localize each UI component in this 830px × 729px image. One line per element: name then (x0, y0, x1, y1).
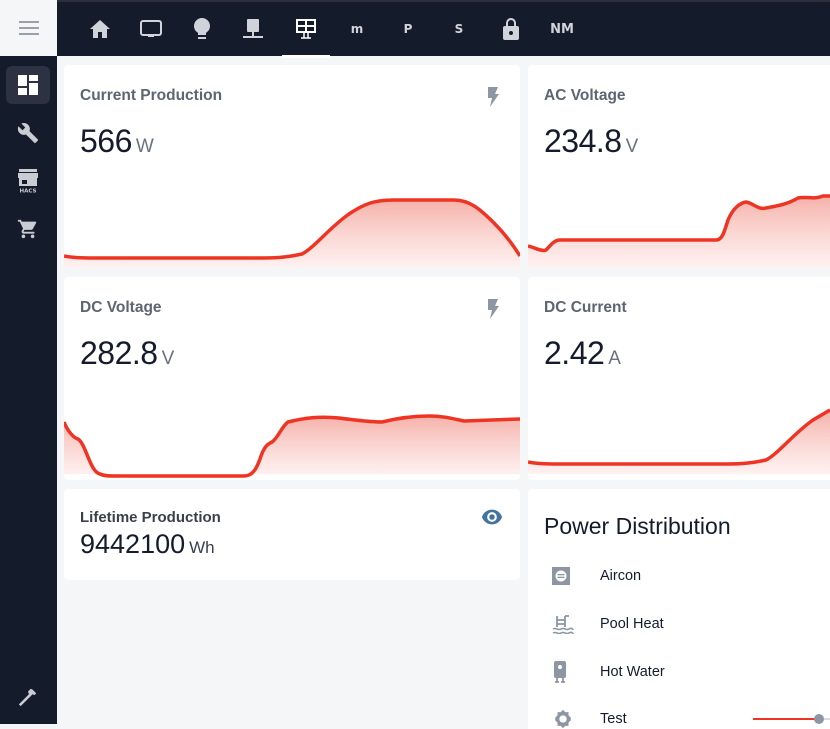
card-title: Lifetime Production (80, 509, 221, 526)
graph-fill (64, 200, 520, 268)
tab-m[interactable]: m (333, 2, 381, 56)
card-power-distribution: Power Distribution Aircon Pool Heat Hot … (528, 489, 830, 729)
slider-track-fill (753, 718, 819, 720)
entity-row-hot-water[interactable]: Hot Water (544, 657, 830, 687)
tab-s-label: S (454, 22, 464, 36)
water-boiler-icon (544, 661, 584, 683)
tab-security[interactable] (487, 2, 535, 56)
entity-row-aircon[interactable]: Aircon (544, 561, 830, 591)
value-unit: W (135, 136, 154, 157)
value-number: 282.8 (80, 335, 158, 371)
sidebar-item-hacs[interactable]: HACS (6, 162, 50, 200)
test-slider[interactable] (753, 714, 830, 724)
tab-network[interactable] (229, 2, 277, 56)
cart-icon (17, 219, 37, 239)
flash-icon (486, 87, 500, 112)
tab-m-label: m (350, 22, 364, 36)
tab-lights[interactable] (178, 2, 226, 56)
card-lifetime-production[interactable]: Lifetime Production 9442100 Wh (64, 489, 520, 580)
entity-name: Hot Water (600, 664, 665, 680)
graph-line (528, 194, 830, 253)
flash-icon (486, 299, 500, 324)
value: 9442100 Wh (80, 529, 215, 560)
sidebar-item-developer-tools[interactable] (6, 678, 50, 716)
menu-button[interactable] (0, 0, 57, 56)
hammer-icon (18, 688, 37, 707)
history-graph (528, 194, 830, 268)
lightbulb-icon (194, 18, 210, 39)
dashboard-icon (18, 75, 38, 95)
card-title: AC Voltage (544, 87, 626, 104)
value: 282.8 V (80, 335, 174, 372)
tab-nm-label: NM (550, 21, 574, 37)
value-number: 566 (80, 123, 132, 159)
entity-row-pool-heat[interactable]: Pool Heat (544, 609, 830, 639)
eye-icon[interactable] (481, 509, 503, 530)
entity-name: Pool Heat (600, 616, 664, 632)
value-unit: V (625, 136, 639, 157)
card-ac-voltage[interactable]: AC Voltage 234.8 V (528, 65, 830, 268)
sidebar-item-dashboard[interactable] (6, 66, 50, 104)
value-unit: V (161, 348, 175, 369)
sidebar: HACS (0, 0, 57, 724)
slider-track (819, 718, 830, 720)
tab-home[interactable] (76, 2, 124, 56)
tab-media[interactable] (127, 2, 175, 56)
sidebar-item-settings[interactable] (6, 114, 50, 152)
monitor-icon (140, 20, 162, 37)
history-graph (64, 414, 520, 478)
top-tab-bar: m P S NM (57, 0, 830, 58)
solar-panel-icon (296, 19, 316, 39)
value-number: 2.42 (544, 335, 605, 371)
card-title: Current Production (80, 87, 223, 104)
card-title: Power Distribution (544, 513, 731, 539)
graph-fill (64, 416, 520, 476)
card-dc-voltage[interactable]: DC Voltage 282.8 V (64, 277, 520, 480)
lock-icon (503, 18, 519, 40)
graph-line (64, 414, 520, 478)
tab-s[interactable]: S (435, 2, 483, 56)
card-title: DC Voltage (80, 299, 162, 316)
entity-name: Test (600, 711, 627, 727)
history-graph (64, 198, 520, 268)
slider-thumb[interactable] (814, 714, 824, 724)
graph-line (64, 198, 520, 260)
wrench-icon (17, 123, 39, 144)
card-current-production[interactable]: Current Production 566 W (64, 65, 520, 268)
home-icon (90, 20, 110, 38)
tab-nm[interactable]: NM (538, 2, 586, 56)
history-graph (528, 408, 830, 474)
svg-text:HACS: HACS (20, 189, 37, 194)
tab-solar[interactable] (282, 2, 330, 58)
value: 234.8 V (544, 123, 638, 160)
sidebar-item-shop[interactable] (6, 210, 50, 248)
value: 2.42 A (544, 335, 621, 372)
air-conditioner-icon (544, 567, 584, 585)
menu-icon (18, 21, 39, 35)
value-unit: Wh (189, 538, 215, 557)
graph-line (528, 408, 830, 466)
card-dc-current[interactable]: DC Current 2.42 A (528, 277, 830, 480)
server-network-icon (243, 19, 263, 38)
graph-fill (528, 410, 830, 474)
value: 566 W (80, 123, 154, 160)
value-unit: A (608, 348, 621, 369)
tab-p-label: P (403, 22, 413, 36)
gear-icon (544, 708, 584, 729)
pool-icon (544, 614, 584, 634)
graph-fill (528, 196, 830, 268)
entity-name: Aircon (600, 568, 642, 584)
value-number: 9442100 (80, 529, 186, 559)
card-title: DC Current (544, 299, 627, 316)
value-number: 234.8 (544, 123, 622, 159)
store-icon: HACS (18, 169, 38, 193)
tab-p[interactable]: P (384, 2, 432, 56)
